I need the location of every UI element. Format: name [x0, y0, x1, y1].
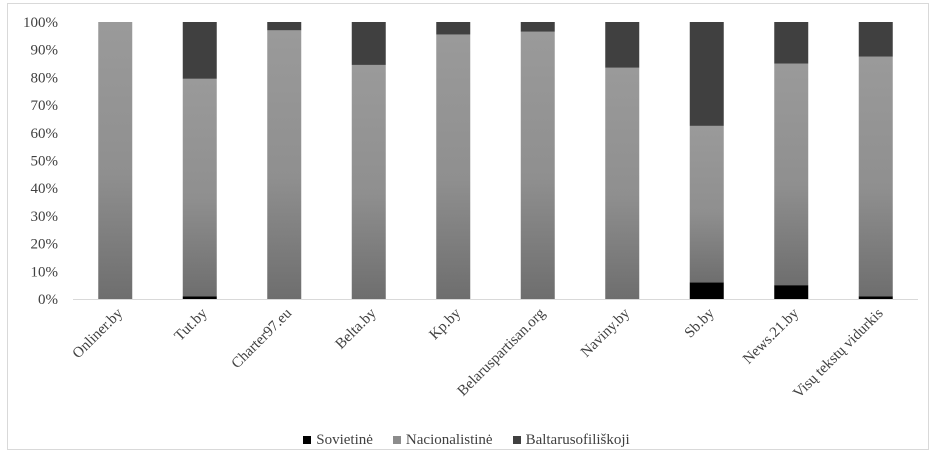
x-tick-label: Tut.by	[172, 305, 211, 344]
bar-nacionalistinė-3	[351, 64, 386, 299]
y-tick-label: 100%	[23, 15, 58, 31]
legend-item: Nacionalistinė	[392, 431, 493, 449]
x-tick-label: Charter97.eu	[229, 305, 296, 372]
x-tick-label: Sb.by	[682, 305, 718, 341]
y-tick-label: 80%	[31, 70, 59, 86]
bar-nacionalistinė-5	[520, 31, 555, 299]
x-tick-label: News.21.by	[740, 305, 802, 367]
y-tick-label: 60%	[31, 126, 59, 142]
bar-sovietinė-7	[689, 282, 724, 299]
bar-nacionalistinė-8	[774, 63, 809, 286]
bar-sovietinė-1	[182, 296, 217, 299]
x-tick-label: Belta.by	[333, 305, 380, 352]
bar-baltarusofiliškoji-4	[436, 22, 471, 35]
y-tick-label: 90%	[31, 43, 59, 59]
bar-nacionalistinė-4	[436, 34, 471, 300]
x-axis-labels: Onliner.by Tut.by Charter97.eu Belta.by Kp.b…	[70, 305, 887, 401]
bar-baltarusofiliškoji-7	[689, 22, 724, 126]
x-tick-label: Naviny.by	[578, 305, 633, 360]
bar-nacionalistinė-0	[98, 22, 133, 299]
y-tick-label: 10%	[31, 264, 59, 280]
bar-baltarusofiliškoji-6	[605, 22, 640, 68]
bar-sovietinė-9	[858, 296, 893, 299]
x-tick-label: Onliner.by	[70, 305, 127, 362]
bar-nacionalistinė-6	[605, 67, 640, 299]
x-tick-label: Belaruspartisan.org	[455, 305, 549, 399]
bar-nacionalistinė-1	[182, 78, 217, 297]
x-tick-label: Visų tekstų vidurkis	[790, 305, 886, 401]
bar-baltarusofiliškoji-8	[774, 22, 809, 64]
bar-baltarusofiliškoji-3	[351, 22, 386, 65]
legend-swatch	[392, 436, 401, 444]
legend-label: Sovietinė	[316, 431, 373, 448]
legend-swatch	[303, 436, 312, 444]
legend: Sovietinė Nacionalistinė Baltarusofiliškoj…	[0, 431, 933, 449]
y-tick-label: 20%	[31, 237, 59, 253]
y-tick-label: 30%	[31, 209, 59, 225]
legend-label: Nacionalistinė	[405, 431, 493, 448]
y-tick-label: 40%	[31, 181, 59, 197]
bar-baltarusofiliškoji-2	[267, 22, 302, 31]
y-axis: 0% 10% 20% 30% 40% 50% 60% 70% 80% 90% 100%	[23, 15, 58, 308]
y-tick-label: 70%	[31, 98, 59, 114]
bar-nacionalistinė-7	[689, 125, 724, 283]
bar-baltarusofiliškoji-5	[520, 22, 555, 32]
legend-item: Sovietinė	[303, 432, 373, 449]
bar-baltarusofiliškoji-9	[858, 22, 893, 57]
legend-label: Baltarusofiliškoji	[525, 431, 630, 448]
bars	[98, 22, 893, 300]
bar-nacionalistinė-2	[267, 30, 302, 300]
legend-item: Baltarusofiliškoji	[512, 431, 630, 449]
y-tick-label: 50%	[31, 154, 59, 170]
x-tick-label: Kp.by	[427, 305, 465, 343]
legend-swatch	[512, 436, 521, 444]
bar-sovietinė-8	[774, 285, 809, 299]
bar-baltarusofiliškoji-1	[182, 22, 217, 79]
bar-nacionalistinė-9	[858, 56, 893, 297]
y-tick-label: 0%	[38, 292, 58, 308]
